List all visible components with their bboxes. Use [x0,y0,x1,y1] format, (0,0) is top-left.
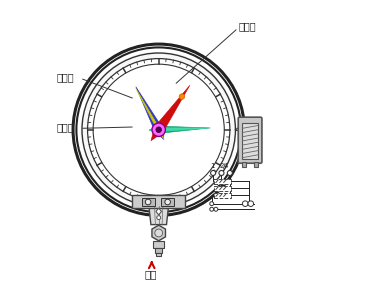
Circle shape [155,229,162,237]
Text: 2: 2 [220,162,224,169]
Bar [162,198,174,207]
Bar [142,198,155,207]
Bar [132,195,185,208]
Circle shape [157,216,161,219]
Text: 动触点: 动触点 [56,122,74,132]
Bar [156,253,161,256]
Text: 压力: 压力 [145,269,157,279]
Circle shape [152,123,165,137]
Text: 静触点: 静触点 [238,22,256,31]
Circle shape [93,64,224,195]
Text: /: / [223,162,225,169]
Circle shape [145,199,151,205]
Circle shape [248,201,253,207]
Circle shape [156,127,162,133]
Circle shape [161,130,165,133]
Bar [242,123,258,159]
Bar [214,179,231,184]
Circle shape [227,171,232,176]
Circle shape [87,58,230,201]
Circle shape [214,207,218,211]
Circle shape [210,207,214,211]
Polygon shape [149,126,210,133]
Circle shape [219,171,224,176]
Polygon shape [136,87,164,140]
Circle shape [243,201,248,207]
FancyBboxPatch shape [238,117,262,163]
Bar [153,241,164,248]
Text: 4: 4 [224,162,228,169]
Polygon shape [150,128,209,132]
Bar [155,248,162,253]
Text: 1: 1 [210,162,214,169]
Polygon shape [156,208,162,215]
Circle shape [165,199,170,205]
Polygon shape [151,85,190,141]
Bar [255,162,258,167]
Polygon shape [136,88,164,139]
Circle shape [211,171,215,176]
Circle shape [210,202,214,206]
Bar [214,186,231,191]
Circle shape [179,94,185,99]
Polygon shape [152,225,165,241]
Bar [242,162,246,167]
Text: 静触点: 静触点 [56,72,74,82]
Bar [214,193,231,198]
Polygon shape [149,207,168,225]
Circle shape [80,52,237,208]
